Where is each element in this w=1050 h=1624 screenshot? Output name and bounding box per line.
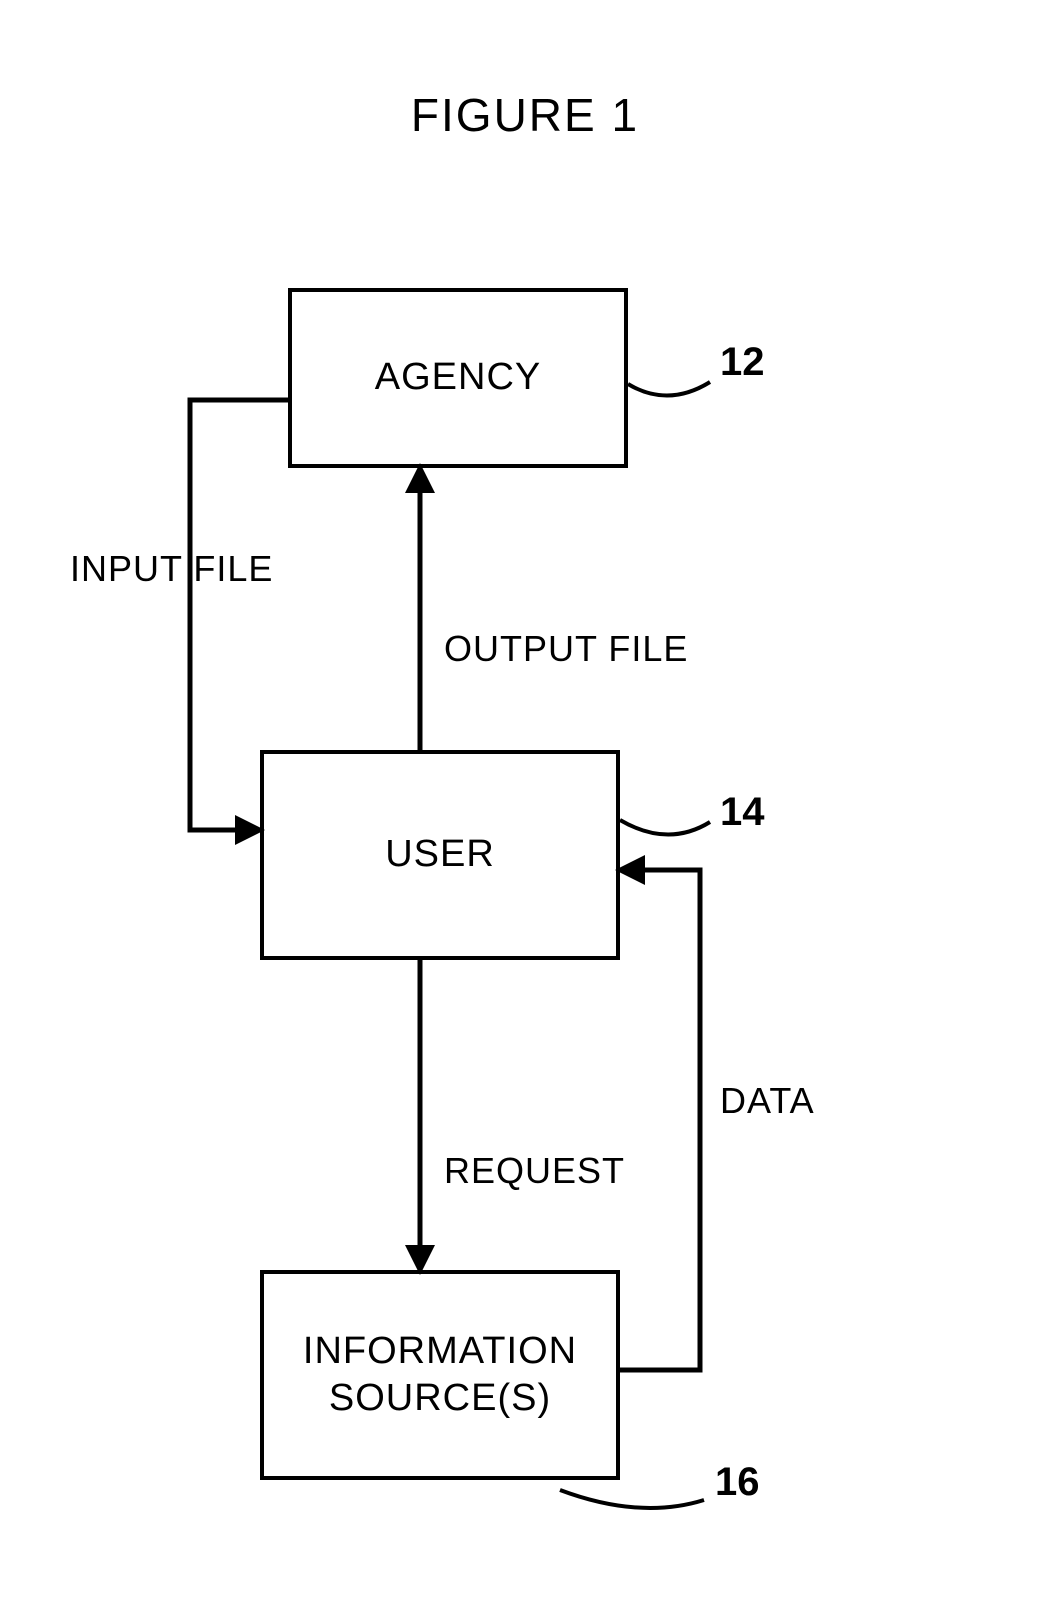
edge-input_file	[190, 400, 288, 830]
ref-curve-user	[620, 820, 710, 835]
edge-data	[620, 870, 700, 1370]
ref-curve-info	[560, 1490, 704, 1508]
ref-curve-agency	[628, 382, 710, 396]
connectors-layer	[0, 0, 1050, 1624]
